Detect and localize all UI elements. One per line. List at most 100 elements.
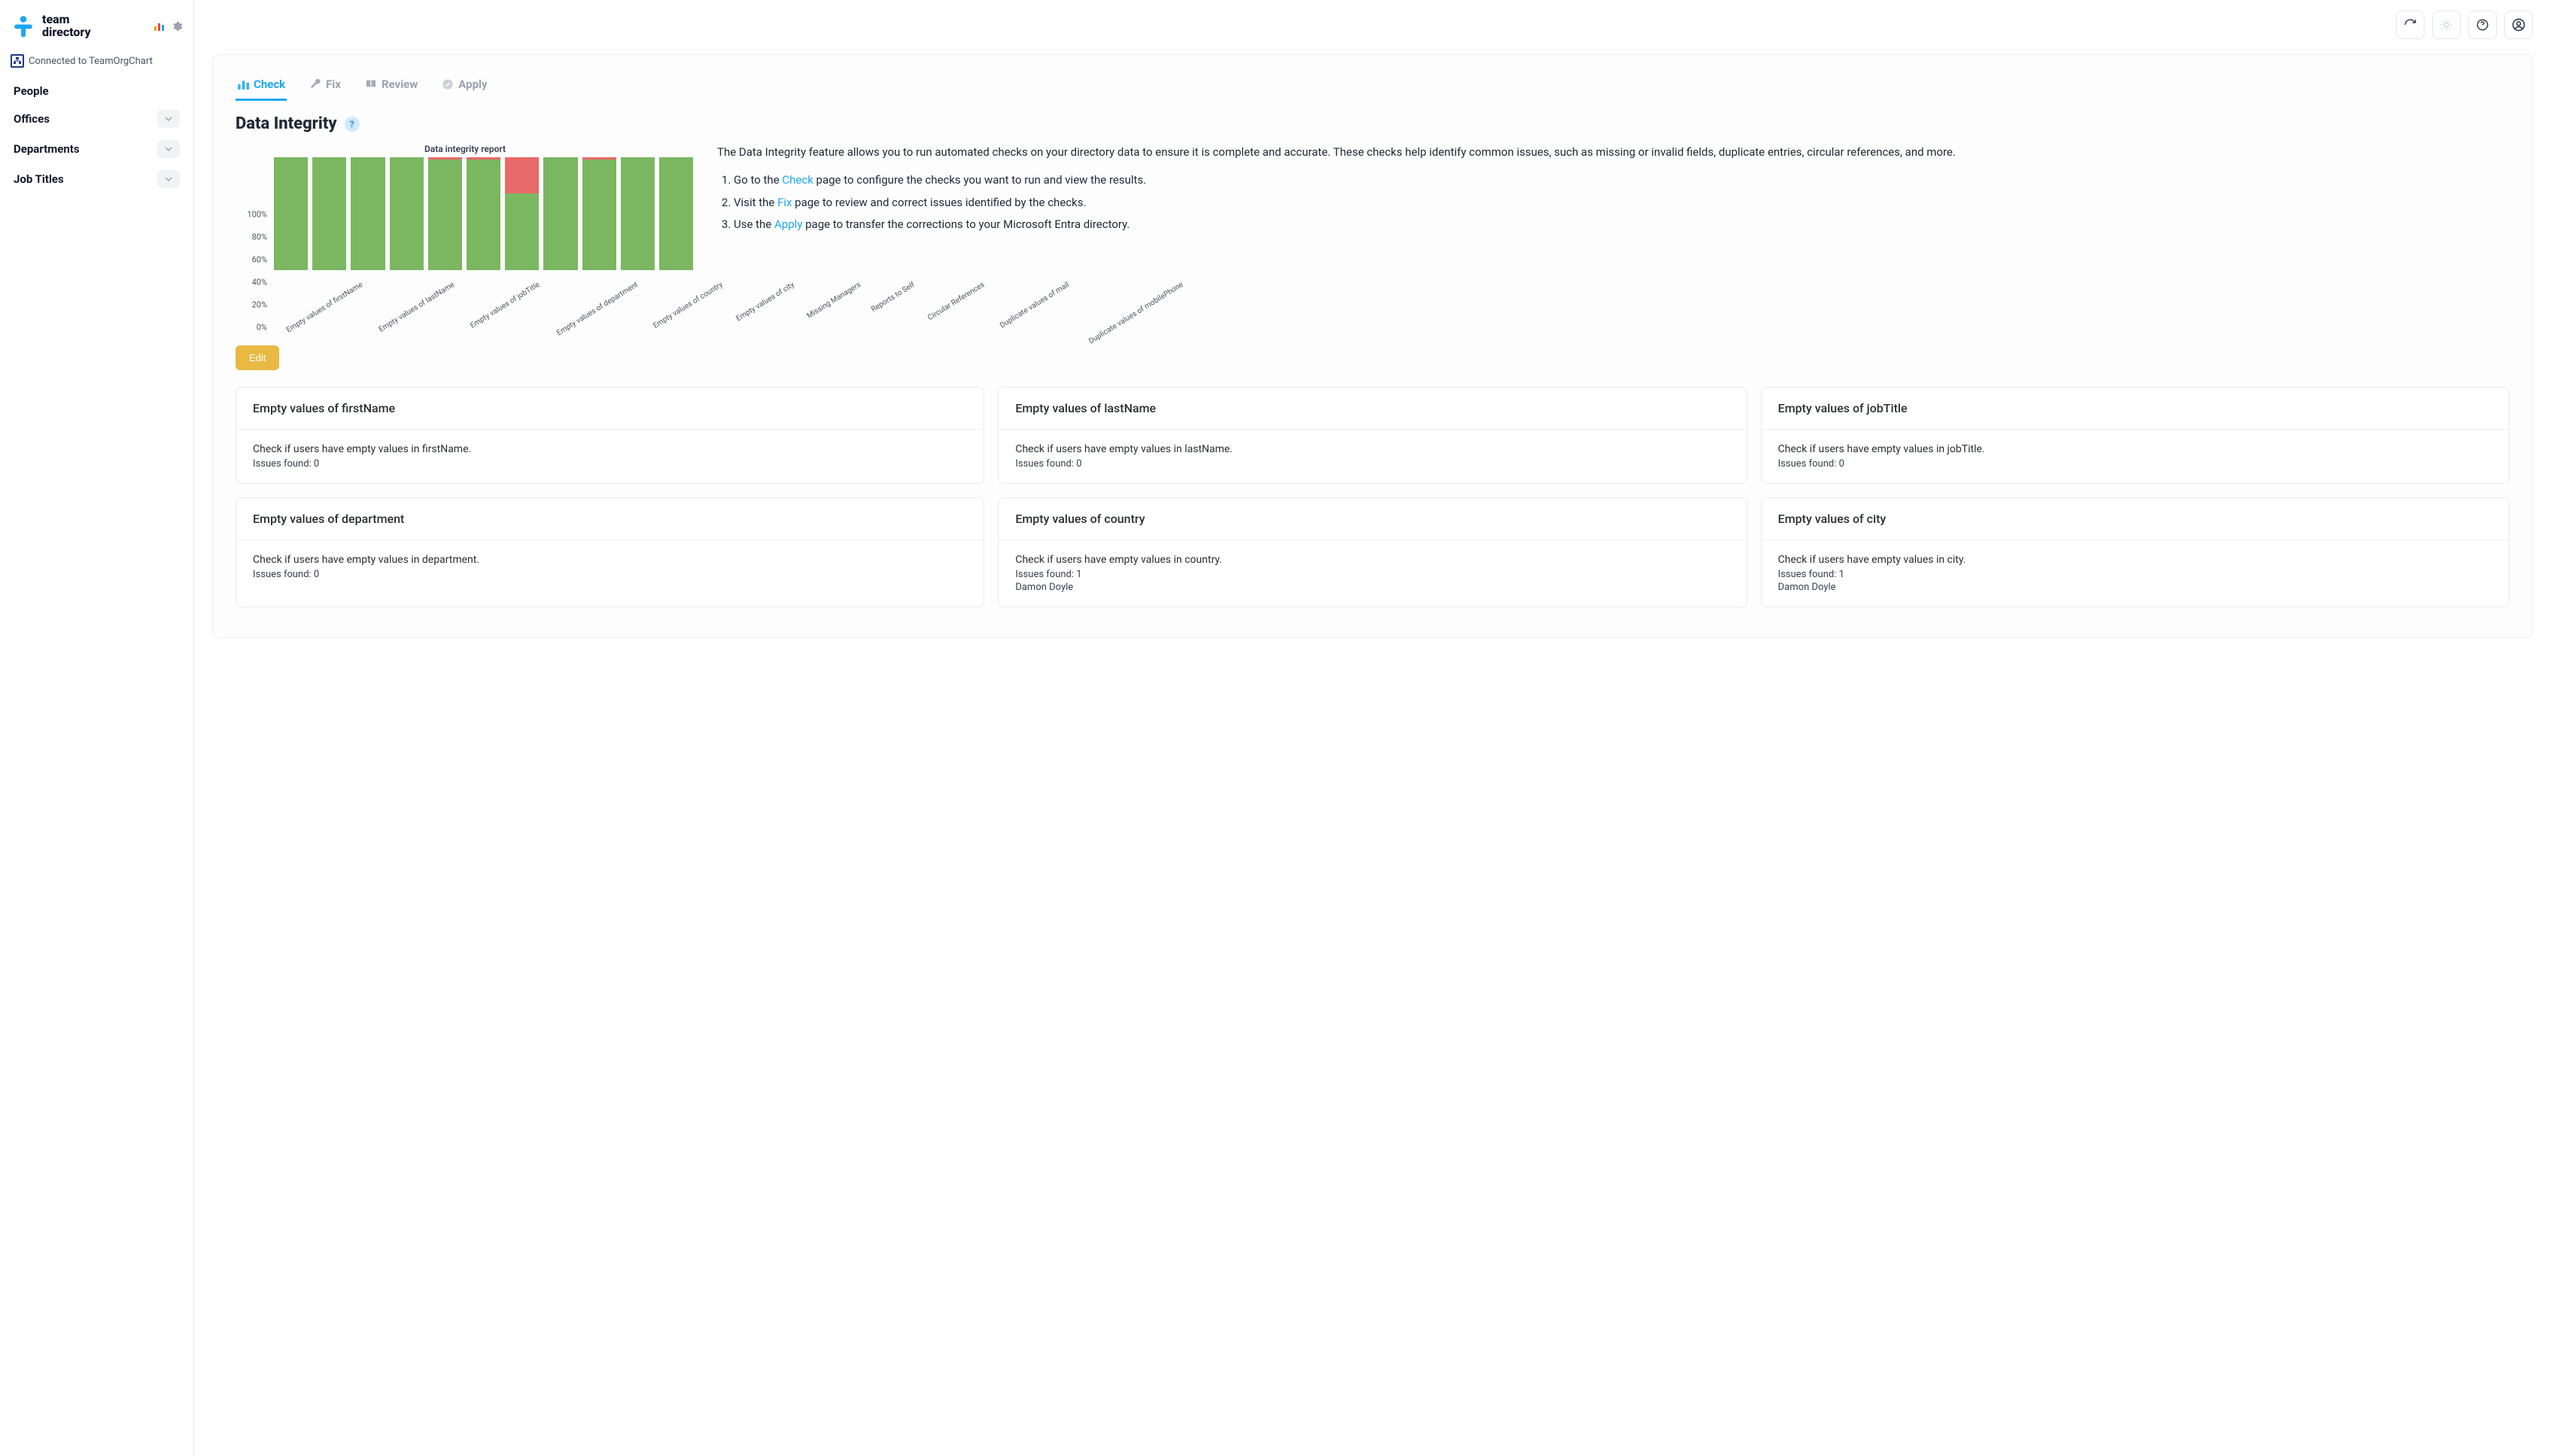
intro-steps-list: Go to the Check page to configure the ch… xyxy=(717,172,2510,233)
chart-xlabel: Empty values of firstName xyxy=(285,281,388,372)
check-card-body: Check if users have empty values in depa… xyxy=(236,540,984,594)
sidebar-item-jobtitles[interactable]: Job Titles xyxy=(11,164,183,194)
chart-xlabel: Empty values of lastName xyxy=(378,281,480,372)
check-card-body: Check if users have empty values in jobT… xyxy=(1762,430,2509,483)
sidebar-item-label: Offices xyxy=(14,112,50,126)
tab-fix[interactable]: Fix xyxy=(308,73,342,101)
chart-bar xyxy=(659,157,693,270)
chart-ytick: 40% xyxy=(236,278,267,287)
check-card-issues: Issues found: 1 xyxy=(1778,569,2492,580)
chart-bar xyxy=(543,157,577,270)
chart-bar-segment-green xyxy=(351,157,385,270)
chart-xlabel: Missing Managers xyxy=(805,281,886,358)
chart-bar-segment-green xyxy=(582,160,616,270)
intro-paragraph: The Data Integrity feature allows you to… xyxy=(717,144,2510,161)
chart-ytick: 100% xyxy=(236,210,267,220)
chart-bar-segment-green xyxy=(659,157,693,270)
link-check[interactable]: Check xyxy=(782,173,813,187)
chart-bar-segment-green xyxy=(312,157,346,270)
check-card[interactable]: Empty values of departmentCheck if users… xyxy=(236,497,984,607)
link-apply[interactable]: Apply xyxy=(774,217,802,231)
help-tooltip-icon[interactable]: ? xyxy=(345,117,360,132)
check-card-body: Check if users have empty values in city… xyxy=(1762,540,2509,606)
chart-plot xyxy=(272,157,695,270)
check-card[interactable]: Empty values of firstNameCheck if users … xyxy=(236,387,984,484)
wrench-icon xyxy=(309,78,321,90)
edit-button[interactable]: Edit xyxy=(236,345,279,370)
chart-ytick: 60% xyxy=(236,255,267,265)
body-split: Data integrity report 0%20%40%60%80%100%… xyxy=(236,144,2510,370)
chart-bar-segment-green xyxy=(467,160,500,270)
tab-label: Apply xyxy=(458,78,487,91)
brand-logo[interactable]: team directory xyxy=(11,14,91,39)
chart-ytick: 20% xyxy=(236,300,267,310)
check-card-desc: Check if users have empty values in last… xyxy=(1015,443,1729,455)
check-card[interactable]: Empty values of jobTitle Check if users h… xyxy=(1761,387,2510,484)
connected-banner[interactable]: Connected to TeamOrgChart xyxy=(11,54,183,68)
help-button[interactable] xyxy=(2468,11,2497,39)
chart-ytick: 80% xyxy=(236,233,267,242)
check-card-desc: Check if users have empty values in depa… xyxy=(253,554,967,566)
stats-icon[interactable] xyxy=(153,20,165,32)
chart-bar xyxy=(351,157,385,270)
chart-bar-segment-green xyxy=(428,160,462,270)
chart-area: 0%20%40%60%80%100% Empty values of first… xyxy=(236,157,695,327)
tab-label: Review xyxy=(382,78,418,91)
check-card-issues: Issues found: 0 xyxy=(253,569,967,580)
link-fix[interactable]: Fix xyxy=(777,196,792,209)
chevron-down-icon[interactable] xyxy=(157,110,180,128)
sidebar-item-label: Job Titles xyxy=(14,172,64,186)
sidebar-item-offices[interactable]: Offices xyxy=(11,104,183,134)
sidebar-header-actions xyxy=(153,20,183,32)
content-card: Check Fix Review xyxy=(212,54,2533,638)
chart-xlabel: Circular References xyxy=(926,281,1010,360)
check-card-issues: Issues found: 1 xyxy=(1015,569,1729,580)
check-card-issues: Issues found: 0 xyxy=(253,458,967,470)
check-card[interactable]: Empty values of country Check if users ha… xyxy=(998,497,1747,607)
chart-bar xyxy=(621,157,655,270)
refresh-button[interactable] xyxy=(2396,11,2425,39)
check-card-names: Damon Doyle xyxy=(1015,582,1729,593)
check-card[interactable]: Empty values of city Check if users have … xyxy=(1761,497,2510,607)
gear-icon[interactable] xyxy=(171,20,183,32)
chart-icon xyxy=(237,78,249,90)
sidebar-item-label: People xyxy=(14,84,49,98)
tab-label: Fix xyxy=(326,78,341,91)
tab-label: Check xyxy=(254,78,285,91)
check-card-title: Empty values of jobTitle xyxy=(1762,388,2509,430)
tab-apply[interactable]: Apply xyxy=(440,73,488,101)
page-title: Data Integrity xyxy=(236,114,337,133)
chart-bar xyxy=(312,157,346,270)
chart-bar-segment-green xyxy=(274,157,308,270)
tab-review[interactable]: Review xyxy=(363,73,419,101)
chart-bar xyxy=(582,157,616,270)
sidebar-item-people[interactable]: People xyxy=(11,78,183,104)
theme-toggle-button[interactable] xyxy=(2432,11,2461,39)
check-card-issues: Issues found: 0 xyxy=(1015,458,1729,470)
check-card[interactable]: Empty values of lastNameCheck if users h… xyxy=(998,387,1747,484)
check-card-desc: Check if users have empty values in jobT… xyxy=(1778,443,2492,455)
chart-xlabel: Duplicate values of mobilePhone xyxy=(1087,281,1209,384)
check-card-title: Empty values of city xyxy=(1762,498,2509,540)
logo-row: team directory xyxy=(11,14,183,39)
chart-bar xyxy=(390,157,424,270)
check-card-body: Check if users have empty values in firs… xyxy=(236,430,984,483)
tab-check[interactable]: Check xyxy=(236,73,287,101)
chart-xlabel: Empty values of city xyxy=(734,281,819,361)
chart-xlabel: Empty values of jobTitle xyxy=(469,281,564,368)
chart-xlabel: Empty values of country xyxy=(652,281,748,368)
check-card-desc: Check if users have empty values in city… xyxy=(1778,554,2492,566)
brand-name: team directory xyxy=(42,14,91,39)
check-card-issues: Issues found: 0 xyxy=(1778,458,2492,470)
sidebar-item-departments[interactable]: Departments xyxy=(11,134,183,164)
chevron-down-icon[interactable] xyxy=(157,170,180,188)
sidebar: team directory Connected to TeamOrgChart… xyxy=(0,0,194,1456)
chart-bar-segment-green xyxy=(505,193,539,270)
check-card-desc: Check if users have empty values in coun… xyxy=(1015,554,1729,566)
check-card-body: Check if users have empty values in last… xyxy=(999,430,1746,483)
chevron-down-icon[interactable] xyxy=(157,140,180,158)
check-card-title: Empty values of country xyxy=(999,498,1746,540)
profile-button[interactable] xyxy=(2504,11,2533,39)
connected-label: Connected to TeamOrgChart xyxy=(29,56,153,67)
chart-ytick: 0% xyxy=(236,323,267,333)
